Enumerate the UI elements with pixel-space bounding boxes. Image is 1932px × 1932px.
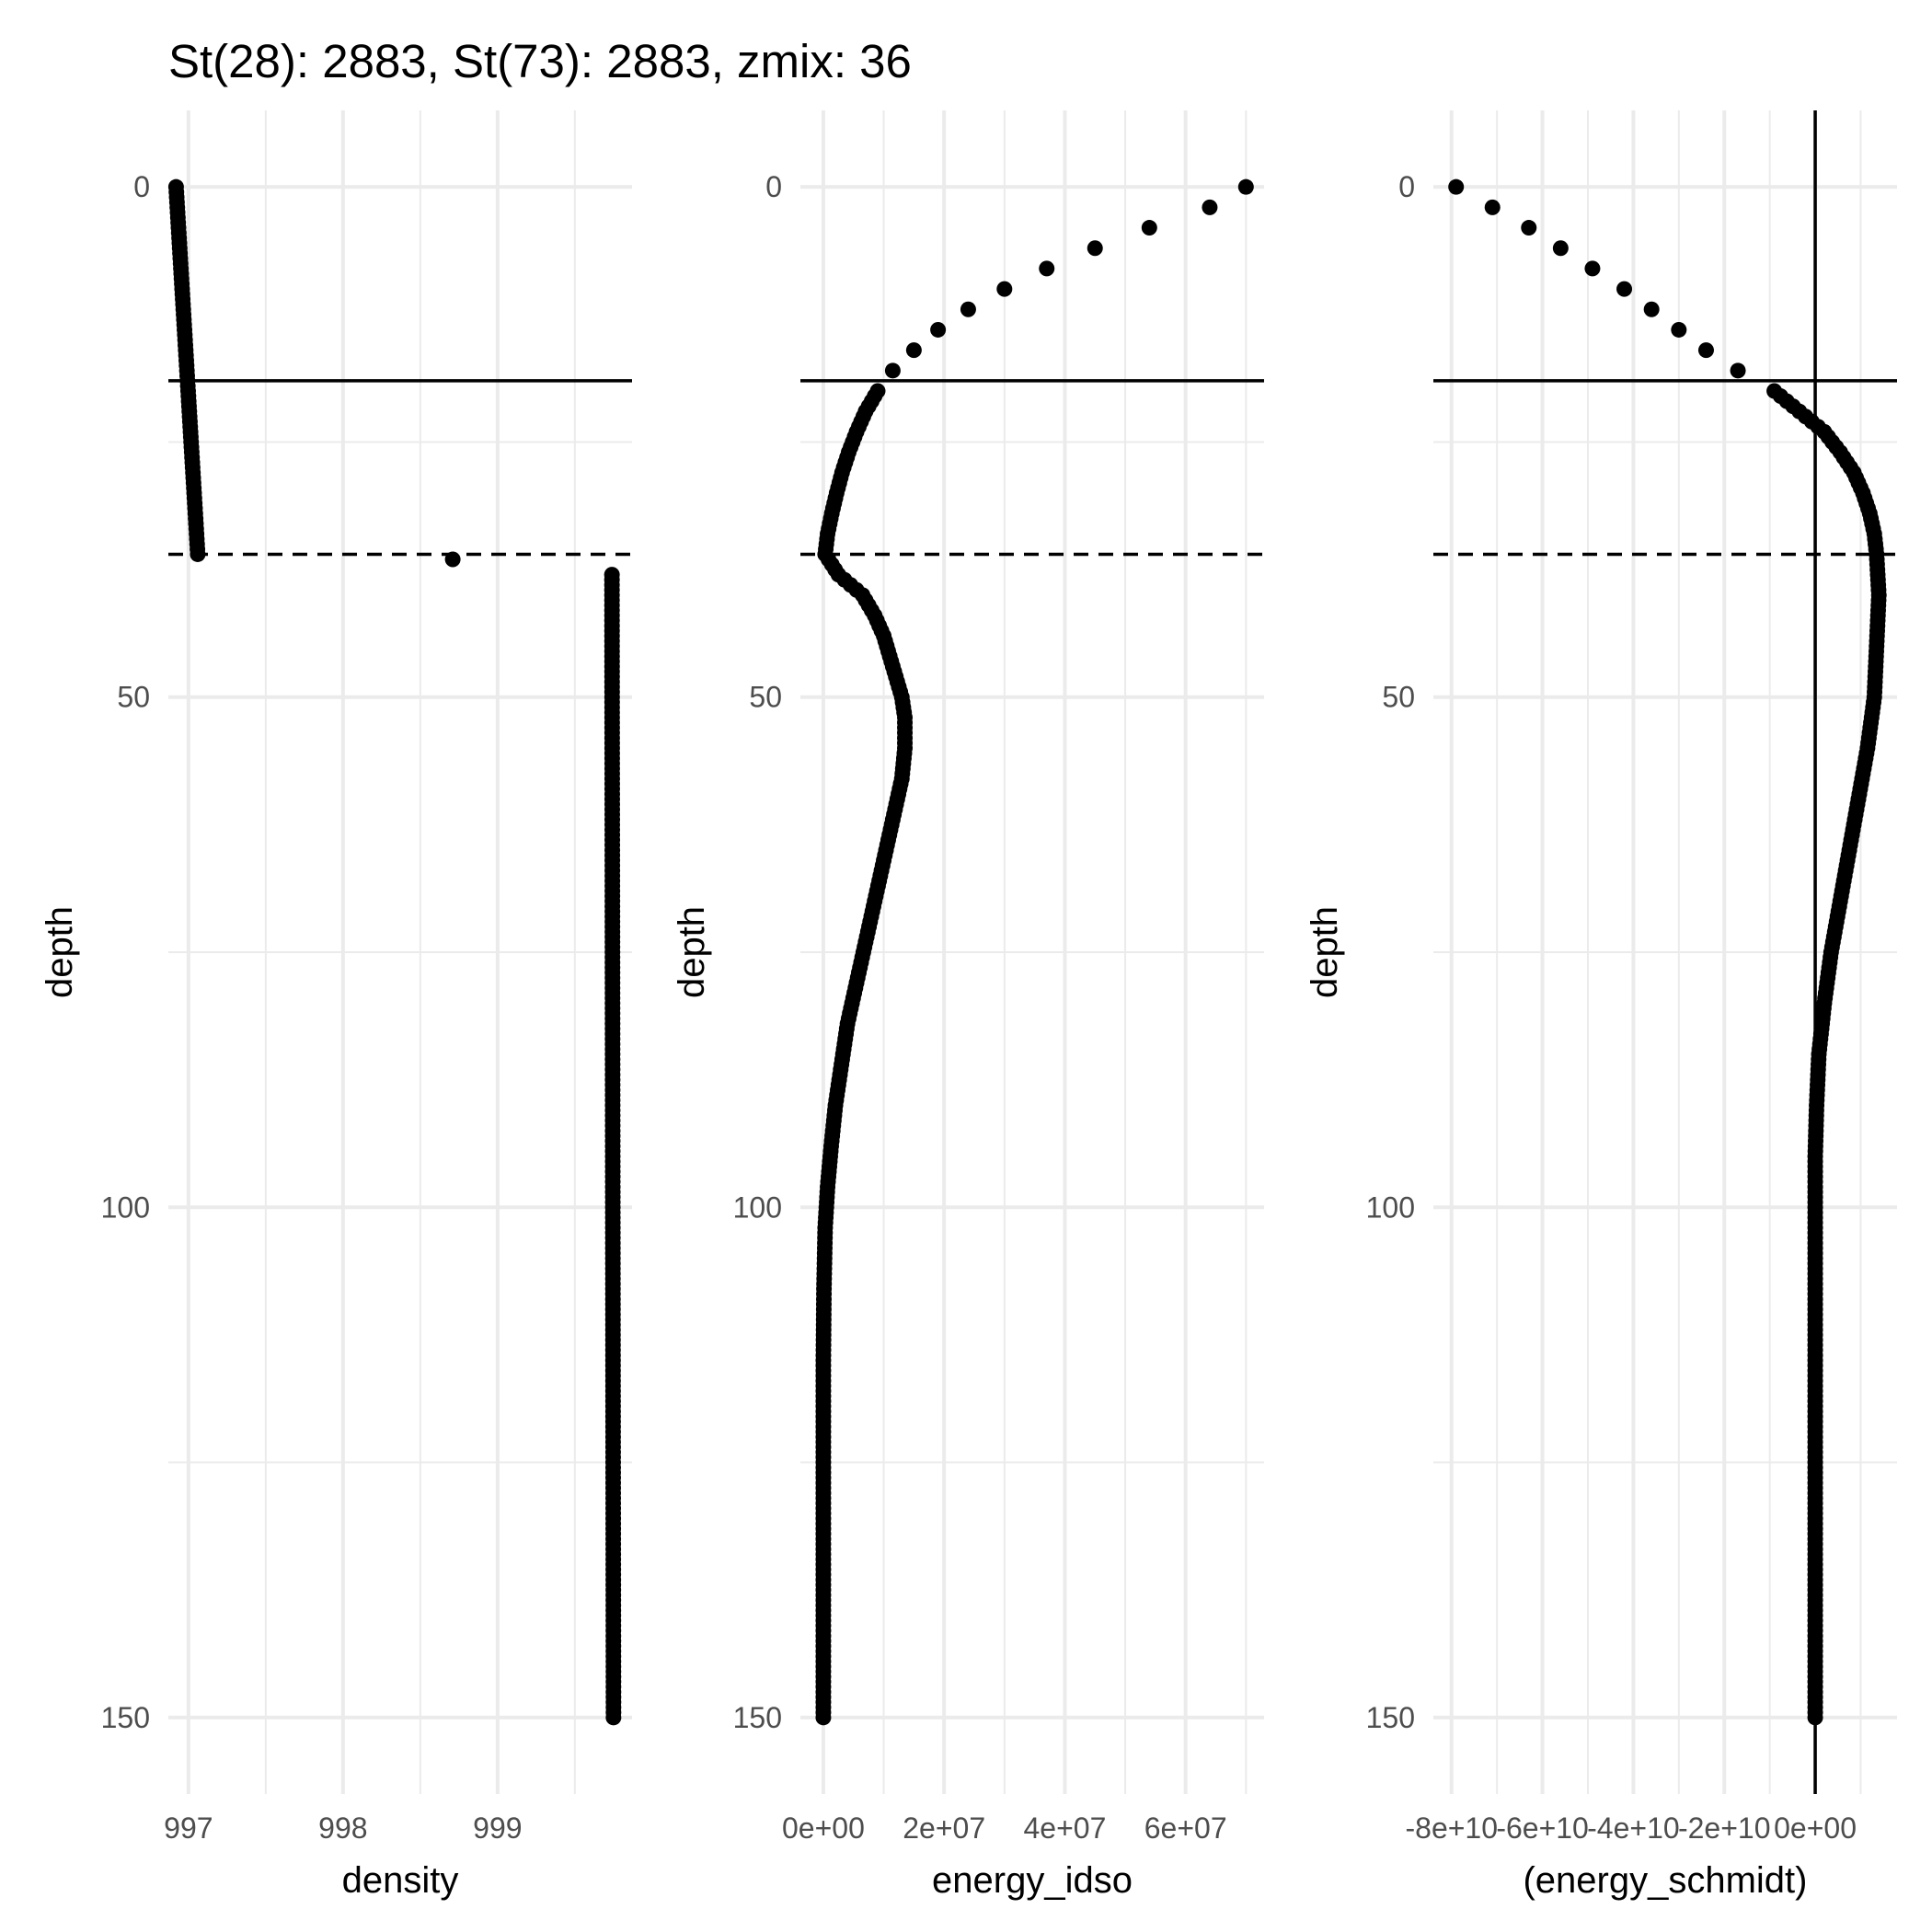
data-point (815, 1709, 832, 1726)
y-tick-label: 50 (117, 681, 150, 714)
data-point (444, 551, 461, 568)
data-point (1237, 178, 1254, 195)
x-tick-label: 997 (164, 1811, 213, 1845)
data-point (1202, 199, 1218, 215)
x-tick-label: -2e+10 (1678, 1811, 1771, 1845)
data-point (930, 321, 947, 338)
panel-3: 0 50 100 150 -8e+10-6e+10-4e+10-2e+10 0e+00 (e… (1305, 110, 1897, 1901)
y-tick-label: 100 (101, 1190, 150, 1224)
data-point (190, 546, 206, 562)
y-tick-label: 150 (101, 1701, 150, 1734)
data-point (1141, 220, 1157, 236)
y-tick-label: 50 (749, 681, 782, 714)
y-axis-title: depth (40, 906, 80, 998)
x-tick-label: -4e+10 (1587, 1811, 1680, 1845)
data-point (1087, 240, 1103, 257)
x-tick-label: 0e+00 (782, 1811, 865, 1845)
data-point (1671, 321, 1687, 338)
data-point (960, 301, 976, 317)
x-tick-label: 999 (473, 1811, 522, 1845)
x-axis-title: (energy_schmidt) (1523, 1860, 1807, 1901)
data-point (1697, 342, 1714, 359)
data-points (815, 178, 1254, 1726)
y-axis-title: depth (672, 906, 712, 998)
data-points (1448, 178, 1887, 1726)
data-point (1521, 220, 1537, 236)
data-point (1584, 260, 1601, 277)
data-points (167, 178, 622, 1726)
data-point (1730, 362, 1746, 379)
y-tick-label: 0 (133, 170, 150, 203)
y-axis-title: depth (1305, 906, 1345, 998)
x-tick-label: -6e+10 (1496, 1811, 1589, 1845)
x-axis-title: energy_idso (932, 1860, 1133, 1901)
x-tick-label: -8e+10 (1405, 1811, 1498, 1845)
data-point (884, 362, 901, 379)
x-tick-label: 4e+07 (1024, 1811, 1107, 1845)
data-point (605, 1709, 622, 1726)
y-tick-label: 100 (733, 1190, 782, 1224)
data-point (1484, 199, 1501, 215)
data-point (1616, 281, 1633, 297)
panel-2: 0 50 100 150 0e+00 2e+07 4e+07 6e+07 energy_idso… (672, 110, 1264, 1901)
y-tick-label: 150 (733, 1701, 782, 1734)
data-point (1552, 240, 1569, 257)
y-tick-label: 0 (1398, 170, 1415, 203)
data-point (1039, 260, 1055, 277)
x-axis-title: density (342, 1860, 459, 1901)
data-point (1643, 301, 1660, 317)
x-tick-label: 0e+00 (1774, 1811, 1857, 1845)
x-tick-label: 2e+07 (903, 1811, 985, 1845)
y-tick-label: 150 (1366, 1701, 1415, 1734)
y-tick-label: 0 (765, 170, 782, 203)
data-point (1448, 178, 1465, 195)
x-tick-label: 998 (318, 1811, 367, 1845)
x-tick-label: 6e+07 (1144, 1811, 1227, 1845)
y-tick-label: 100 (1366, 1190, 1415, 1224)
data-point (905, 342, 922, 359)
data-point (996, 281, 1013, 297)
chart-title: St(28): 2883, St(73): 2883, zmix: 36 (168, 35, 912, 87)
data-point (1807, 1709, 1823, 1726)
panel-1: 0 50 100 150 997 998 999 density depth (40, 110, 632, 1901)
y-tick-label: 50 (1382, 681, 1415, 714)
